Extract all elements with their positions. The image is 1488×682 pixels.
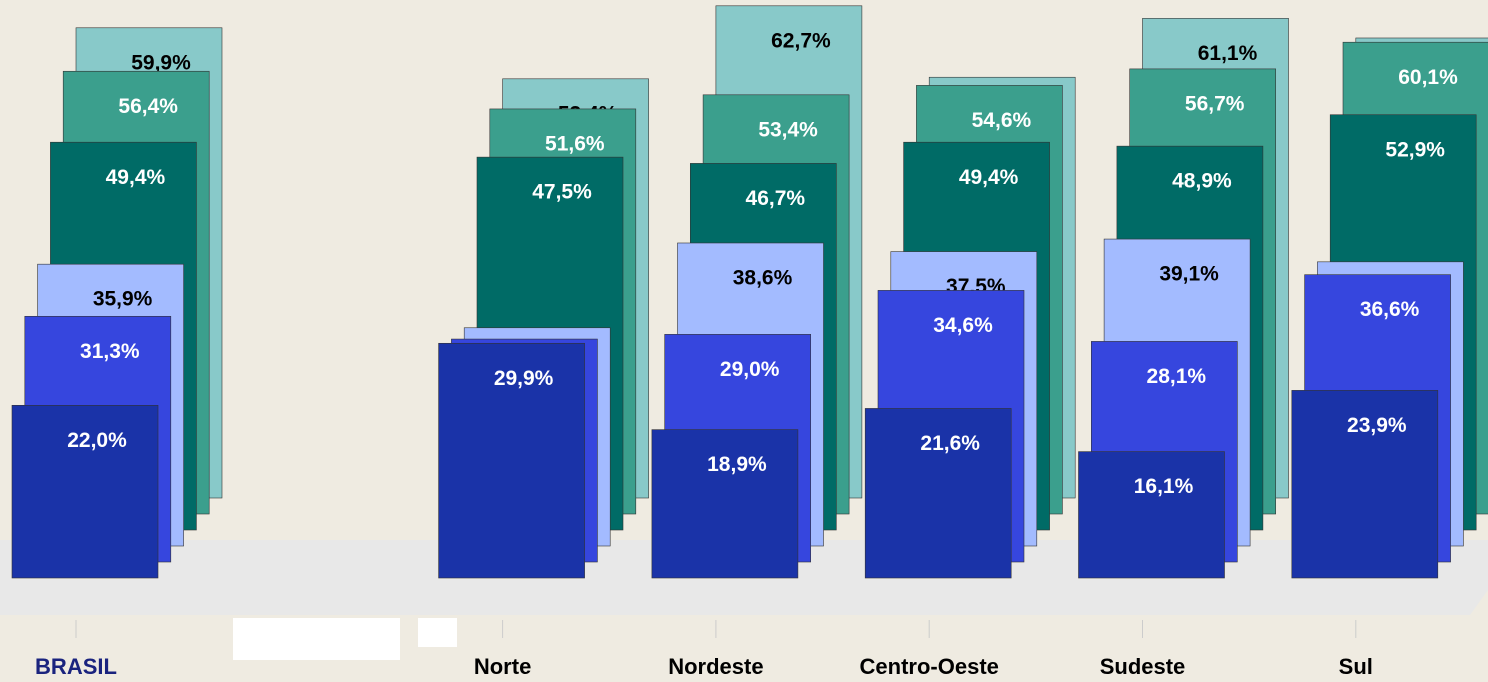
data-label: 52,9% <box>1385 138 1445 161</box>
bar <box>1078 451 1225 579</box>
data-label: 31,3% <box>80 340 140 363</box>
data-label: 49,4% <box>106 166 166 189</box>
data-label: 48,9% <box>1172 170 1232 193</box>
bar <box>651 429 799 579</box>
bar <box>11 404 159 579</box>
data-label: 53,4% <box>758 118 818 141</box>
data-label: 56,7% <box>1185 92 1245 115</box>
x-tick-label: Sul <box>1339 654 1373 679</box>
data-label: 62,7% <box>771 29 831 52</box>
data-label: 35,9% <box>93 288 153 311</box>
blank-box <box>233 618 400 660</box>
data-label: 38,6% <box>733 267 793 290</box>
x-tick-label: Nordeste <box>668 654 763 679</box>
bar <box>438 342 585 579</box>
data-label: 49,4% <box>959 166 1019 189</box>
data-label: 60,1% <box>1398 66 1458 89</box>
data-label: 39,1% <box>1159 263 1219 286</box>
data-label: 54,6% <box>972 109 1032 132</box>
data-label: 46,7% <box>746 187 806 210</box>
x-tick-label: Sudeste <box>1100 654 1186 679</box>
bar <box>1291 390 1439 579</box>
data-label: 34,6% <box>933 314 993 337</box>
data-label: 36,6% <box>1360 298 1420 321</box>
data-label: 22,0% <box>67 429 127 452</box>
x-tick-label: Norte <box>474 654 531 679</box>
data-label: 18,9% <box>707 453 767 476</box>
data-label: 23,9% <box>1347 414 1407 437</box>
data-label: 28,1% <box>1147 365 1207 388</box>
data-label: 29,9% <box>494 367 554 390</box>
data-label: 21,6% <box>920 432 980 455</box>
data-label: 16,1% <box>1134 475 1194 498</box>
bar <box>864 408 1012 579</box>
x-tick-label: BRASIL <box>35 654 117 679</box>
blank-box <box>418 618 457 647</box>
data-label: 51,6% <box>545 132 605 155</box>
data-label: 56,4% <box>118 95 178 118</box>
data-label: 61,1% <box>1198 42 1258 65</box>
data-label: 47,5% <box>532 181 592 204</box>
data-label: 59,9% <box>131 51 191 74</box>
data-label: 29,0% <box>720 358 780 381</box>
x-tick-label: Centro-Oeste <box>860 654 999 679</box>
